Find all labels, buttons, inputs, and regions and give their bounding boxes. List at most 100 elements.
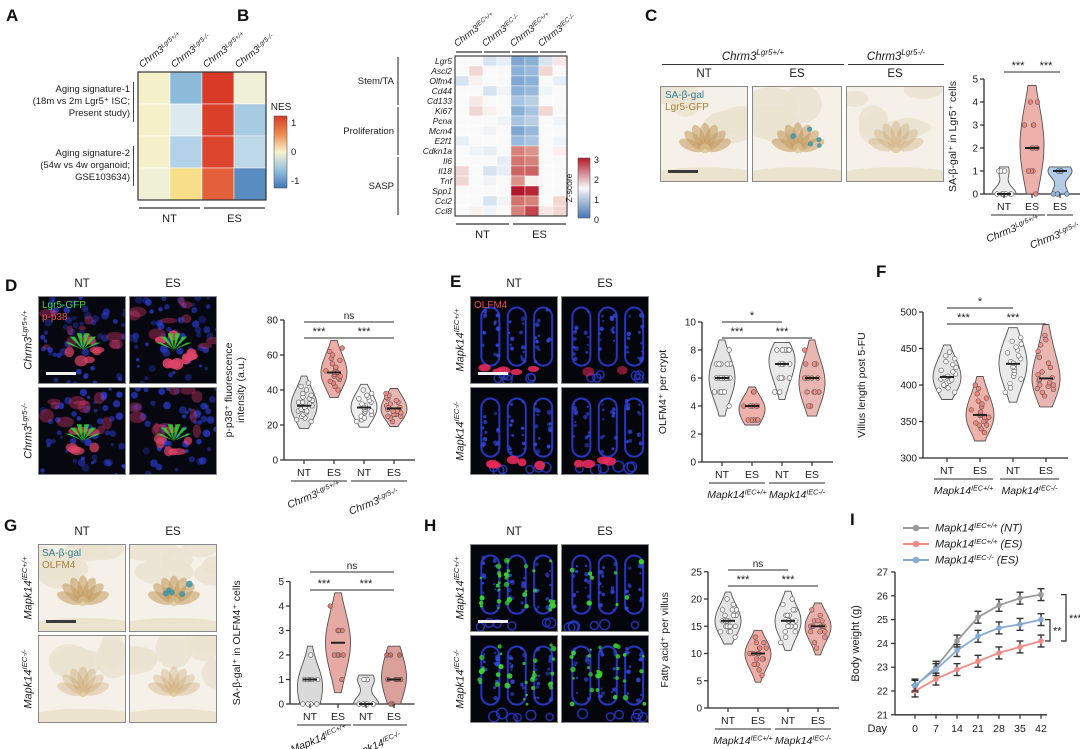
panel-h-label: H bbox=[424, 516, 437, 535]
panel-i-line-chart: Mapk14IEC+/+ (NT) Mapk14IEC+/+ (ES) Mapk14… bbox=[850, 521, 1080, 735]
svg-text:NT: NT bbox=[940, 465, 955, 477]
panel-a-heatmap: Chrm3Lgr5+/+Chrm3Lgr5-/-Chrm3Lgr5+/+Chrm… bbox=[33, 30, 300, 225]
svg-text:2: 2 bbox=[278, 651, 284, 662]
treatment-label: ES bbox=[789, 68, 805, 80]
svg-text:0: 0 bbox=[278, 700, 284, 711]
svg-text:Mapk14IEC+/+: Mapk14IEC+/+ bbox=[707, 489, 767, 501]
svg-text:Present study): Present study) bbox=[69, 108, 130, 119]
svg-text:Aging signature-2: Aging signature-2 bbox=[56, 148, 130, 159]
stain-label: Lgr5-GFP bbox=[665, 102, 709, 113]
svg-text:SASP: SASP bbox=[369, 181, 394, 192]
stain-label: Lgr5-GFP bbox=[42, 300, 86, 311]
svg-text:Pcna: Pcna bbox=[433, 116, 453, 126]
svg-text:Spp1: Spp1 bbox=[432, 186, 452, 196]
microscopy-image bbox=[129, 544, 217, 632]
svg-text:NT: NT bbox=[303, 711, 318, 723]
svg-text:-1: -1 bbox=[291, 176, 299, 187]
stain-label: SA-β-gal bbox=[665, 90, 705, 101]
svg-text:40: 40 bbox=[267, 386, 279, 397]
svg-text:Body weight (g): Body weight (g) bbox=[850, 605, 862, 681]
svg-text:0: 0 bbox=[272, 456, 278, 467]
svg-text:Il6: Il6 bbox=[443, 156, 452, 166]
svg-text:intensity (a.u.): intensity (a.u.) bbox=[235, 357, 247, 423]
svg-text:***: *** bbox=[957, 312, 971, 324]
microscopy-image bbox=[470, 296, 558, 384]
svg-text:Day: Day bbox=[867, 723, 887, 735]
panel-c-violin-chart: 0 1 2 3 4 5 SA-β-gal⁺ in Lgr5⁺ cells NT ES ES *** *… bbox=[947, 60, 1080, 252]
svg-text:*: * bbox=[978, 296, 983, 308]
svg-text:NT: NT bbox=[715, 469, 730, 481]
svg-text:***: *** bbox=[1040, 60, 1054, 72]
svg-text:Chrm3Lgr5-/-: Chrm3Lgr5-/- bbox=[1028, 220, 1080, 251]
svg-text:NT: NT bbox=[297, 467, 312, 479]
svg-text:ES: ES bbox=[387, 711, 401, 723]
svg-text:25: 25 bbox=[691, 567, 703, 578]
svg-text:35: 35 bbox=[1014, 723, 1026, 735]
svg-text:10: 10 bbox=[685, 318, 697, 329]
svg-text:ES: ES bbox=[331, 711, 345, 723]
svg-text:***: *** bbox=[318, 578, 332, 590]
svg-text:ns: ns bbox=[347, 561, 358, 572]
svg-text:NT: NT bbox=[997, 201, 1012, 213]
svg-text:Cdkn1a: Cdkn1a bbox=[423, 146, 453, 156]
svg-text:0: 0 bbox=[696, 704, 702, 715]
svg-text:OLFM4⁺ per crypt: OLFM4⁺ per crypt bbox=[657, 350, 669, 434]
genotype-row-label: Mapk14IEC-/- bbox=[20, 649, 35, 709]
svg-text:ES: ES bbox=[973, 465, 987, 477]
genotype-row-label: Mapk14IEC-/- bbox=[452, 401, 467, 461]
svg-text:4: 4 bbox=[278, 602, 284, 613]
svg-text:***: *** bbox=[1069, 613, 1080, 625]
svg-text:450: 450 bbox=[900, 344, 917, 355]
panel-g-label: G bbox=[4, 516, 18, 535]
genotype-row-label: Mapk14IEC+/+ bbox=[20, 556, 35, 620]
microscopy-image bbox=[752, 86, 842, 182]
panel-d-label: D bbox=[5, 276, 18, 295]
svg-text:SA-β-gal⁺ in OLFM4⁺ cells: SA-β-gal⁺ in OLFM4⁺ cells bbox=[231, 580, 243, 705]
svg-text:***: *** bbox=[782, 574, 796, 586]
svg-text:ES: ES bbox=[745, 469, 759, 481]
svg-text:SA-β-gal⁺ in Lgr5⁺ cells: SA-β-gal⁺ in Lgr5⁺ cells bbox=[947, 81, 959, 192]
svg-text:***: *** bbox=[1012, 60, 1026, 72]
svg-text:350: 350 bbox=[900, 417, 917, 428]
svg-text:NES: NES bbox=[271, 102, 292, 113]
svg-text:21: 21 bbox=[972, 723, 984, 735]
svg-text:0: 0 bbox=[594, 215, 599, 225]
panel-c-label: C bbox=[645, 6, 658, 25]
svg-text:500: 500 bbox=[900, 308, 917, 319]
treatment-label: ES bbox=[165, 278, 181, 290]
svg-text:2: 2 bbox=[690, 430, 696, 441]
microscopy-image bbox=[561, 544, 649, 632]
microscopy-image bbox=[470, 387, 558, 475]
svg-text:0: 0 bbox=[972, 190, 978, 201]
svg-text:20: 20 bbox=[267, 421, 279, 432]
panel-b-heatmap: Chrm3IEC+/+Chrm3IEC-/-Chrm3IEC+/+Chrm3IE… bbox=[343, 11, 599, 241]
genotype-header: Chrm3Lgr5-/- bbox=[848, 48, 944, 65]
svg-text:0: 0 bbox=[291, 147, 296, 158]
svg-text:8: 8 bbox=[690, 346, 696, 357]
svg-text:ES: ES bbox=[1039, 465, 1053, 477]
svg-text:ES: ES bbox=[532, 229, 547, 241]
svg-text:15: 15 bbox=[691, 622, 703, 633]
svg-text:Villus length post 5-FU: Villus length post 5-FU bbox=[856, 332, 868, 437]
svg-text:42: 42 bbox=[1035, 723, 1047, 735]
microscopy-image bbox=[38, 296, 126, 384]
svg-text:20: 20 bbox=[691, 595, 703, 606]
stain-label: OLFM4 bbox=[474, 300, 508, 311]
svg-text:ES: ES bbox=[1053, 201, 1067, 213]
svg-text:ES: ES bbox=[811, 715, 825, 727]
svg-text:NT: NT bbox=[775, 469, 790, 481]
svg-text:Cd44: Cd44 bbox=[432, 86, 453, 96]
svg-text:2: 2 bbox=[594, 175, 599, 185]
svg-text:1: 1 bbox=[291, 118, 296, 129]
svg-text:1: 1 bbox=[278, 675, 284, 686]
genotype-row-label: Chrm3Lgr5+/+ bbox=[20, 310, 35, 370]
svg-text:5: 5 bbox=[972, 75, 978, 86]
stain-label: p-p38 bbox=[42, 312, 68, 323]
svg-text:Mapk14IEC+/+: Mapk14IEC+/+ bbox=[289, 722, 349, 749]
microscopy-image bbox=[129, 296, 217, 384]
svg-text:NT: NT bbox=[475, 229, 490, 241]
svg-text:7: 7 bbox=[933, 723, 939, 735]
microscopy-image bbox=[561, 296, 649, 384]
svg-text:Fatty acid⁺ per villus: Fatty acid⁺ per villus bbox=[659, 592, 671, 687]
svg-text:Mapk14IEC-/-: Mapk14IEC-/- bbox=[347, 730, 404, 749]
